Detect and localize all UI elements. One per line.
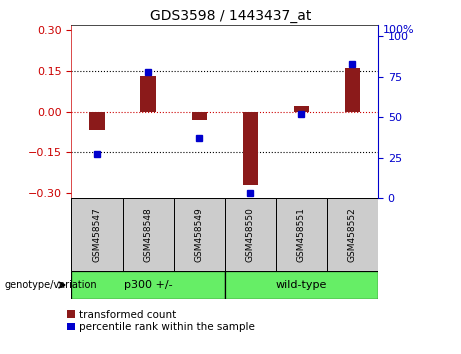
Bar — [123, 198, 174, 271]
Text: p300 +/-: p300 +/- — [124, 280, 172, 290]
Text: GSM458551: GSM458551 — [297, 207, 306, 262]
Bar — [327, 198, 378, 271]
Text: GSM458549: GSM458549 — [195, 207, 204, 262]
Bar — [89, 112, 105, 131]
Text: 100%: 100% — [383, 25, 414, 35]
Text: genotype/variation: genotype/variation — [5, 280, 97, 290]
Bar — [191, 112, 207, 120]
Bar — [242, 112, 258, 185]
Legend: transformed count, percentile rank within the sample: transformed count, percentile rank withi… — [67, 310, 255, 332]
Bar — [345, 68, 360, 112]
Bar — [141, 76, 156, 112]
Bar — [294, 106, 309, 112]
Bar — [225, 198, 276, 271]
Bar — [71, 271, 225, 299]
Text: GSM458550: GSM458550 — [246, 207, 255, 262]
Text: wild-type: wild-type — [276, 280, 327, 290]
Bar — [276, 198, 327, 271]
Bar — [71, 198, 123, 271]
Bar — [174, 198, 225, 271]
Bar — [225, 271, 378, 299]
Text: GSM458548: GSM458548 — [143, 207, 153, 262]
Text: GSM458552: GSM458552 — [348, 207, 357, 262]
Text: GSM458547: GSM458547 — [93, 207, 101, 262]
Text: GDS3598 / 1443437_at: GDS3598 / 1443437_at — [150, 9, 311, 23]
